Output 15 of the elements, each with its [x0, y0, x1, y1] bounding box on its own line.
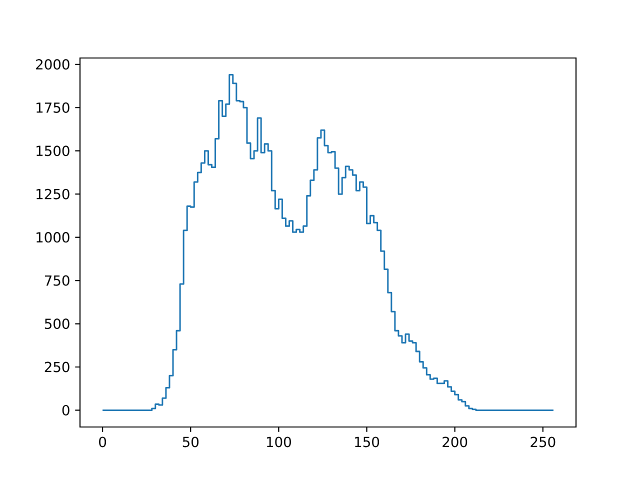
y-tick-label: 1750 — [36, 102, 70, 113]
y-tick-label: 250 — [44, 362, 70, 372]
x-tick-label: 100 — [267, 436, 291, 448]
x-tick-label: 250 — [530, 436, 556, 448]
x-tick-label: 200 — [442, 436, 468, 448]
y-tick-label: 1000 — [36, 232, 70, 243]
y-tick-label: 1250 — [36, 188, 70, 200]
x-tick-label: 50 — [182, 436, 199, 448]
y-tick-label: 0 — [62, 404, 70, 416]
y-tick-label: 750 — [44, 275, 70, 286]
y-tick-label: 2000 — [36, 59, 70, 70]
x-tick-label: 150 — [355, 436, 380, 448]
y-tick-label: 500 — [44, 318, 70, 329]
y-tick-label: 1500 — [36, 146, 70, 156]
x-tick-label: 0 — [99, 436, 106, 448]
